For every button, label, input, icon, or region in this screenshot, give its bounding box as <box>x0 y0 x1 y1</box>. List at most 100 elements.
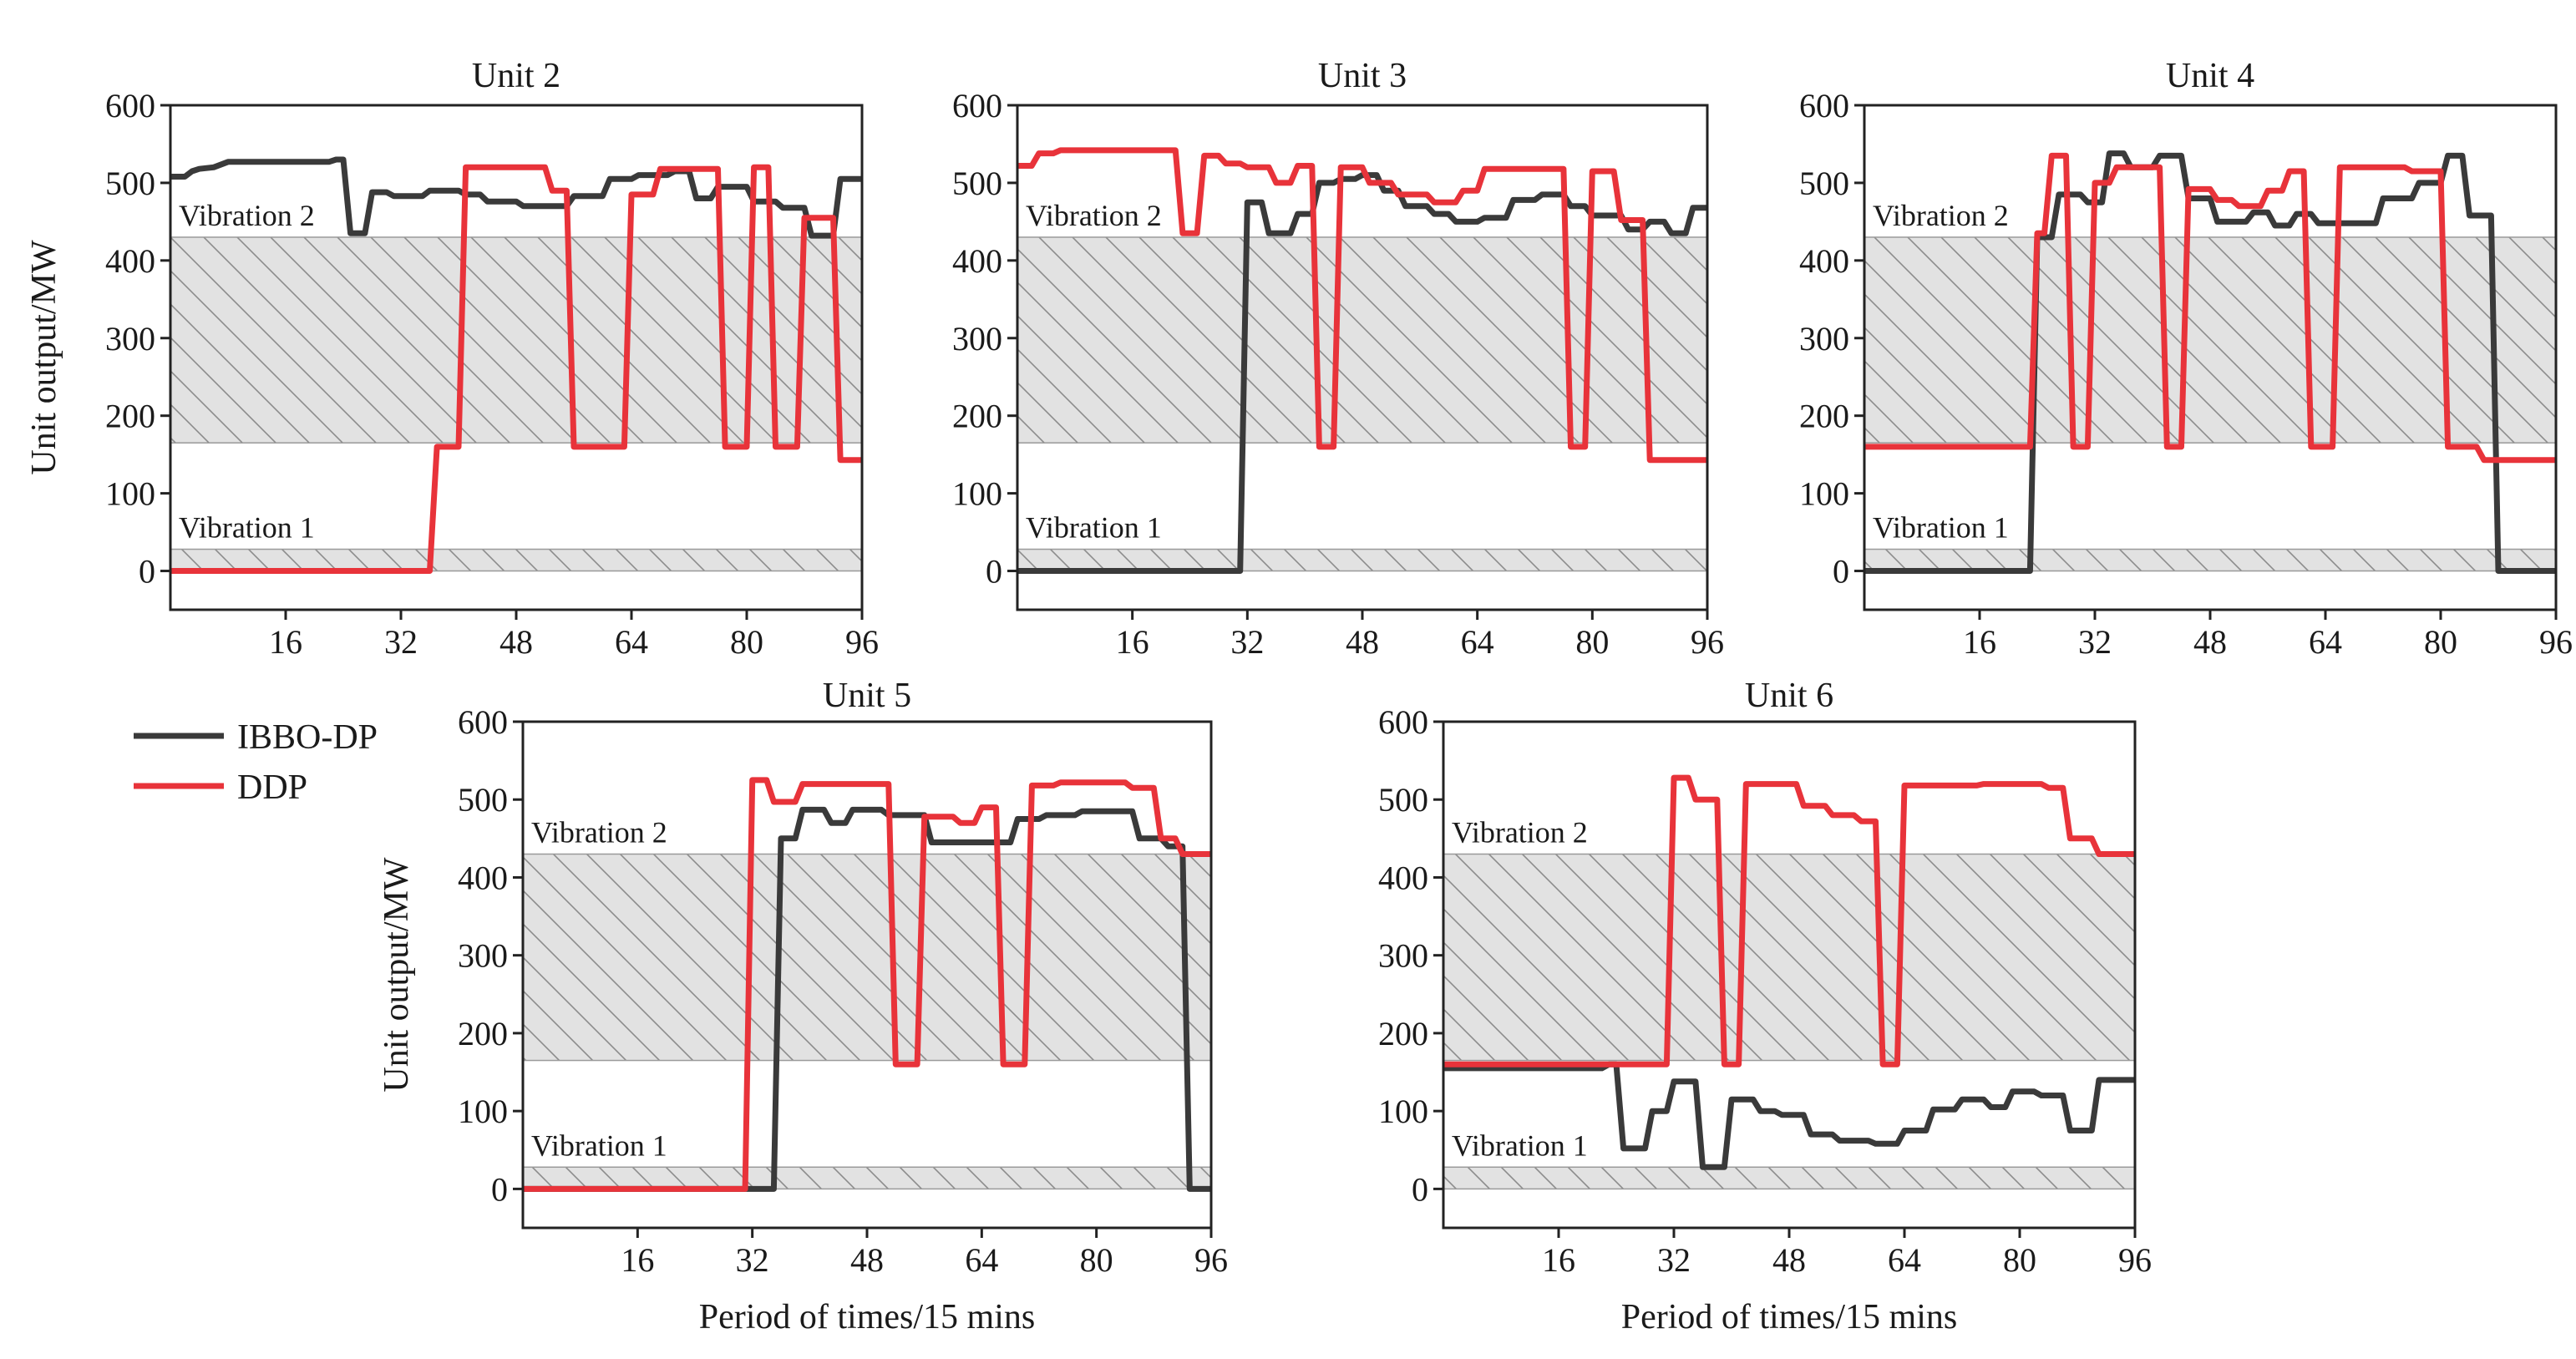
chart-title: Unit 2 <box>472 57 560 95</box>
y-tick-label: 300 <box>1378 937 1428 975</box>
series-line-ibbo-dp <box>1443 1061 2135 1170</box>
zone-label-1: Vibration 1 <box>1452 1128 1588 1162</box>
chart-panel-1: Vibration 1 Vibration 2 0 100 200 300 400 500 60… <box>25 57 879 661</box>
vibration-zone-2 <box>1443 853 2136 1062</box>
legend-label-ibbo-dp: IBBO-DP <box>237 718 378 757</box>
y-tick-label: 100 <box>1799 475 1849 513</box>
series-line-ibbo-dp <box>523 806 1211 1192</box>
y-tick-label: 500 <box>1378 781 1428 819</box>
x-tick-label: 80 <box>2424 623 2457 661</box>
x-axis-label: Period of times/15 mins <box>699 1298 1036 1336</box>
y-tick-label: 400 <box>458 859 508 896</box>
vibration-zone-2 <box>1864 236 2557 444</box>
x-tick-label: 80 <box>1080 1241 1113 1279</box>
y-tick-label: 600 <box>952 87 1002 124</box>
y-tick-label: 600 <box>458 703 508 741</box>
chart-title: Unit 6 <box>1745 677 1833 715</box>
series-line-ibbo-dp <box>1017 172 1707 574</box>
y-tick-label: 200 <box>1378 1015 1428 1052</box>
vibration-zone-1 <box>1864 548 2557 572</box>
x-tick-label: 96 <box>845 623 879 661</box>
x-tick-label: 32 <box>384 623 418 661</box>
y-tick-label: 300 <box>458 937 508 975</box>
chart-panel-4: Vibration 1 Vibration 2 0 100 200 300 400 500 60… <box>378 677 1228 1336</box>
x-axis-label: Period of times/15 mins <box>1621 1298 1958 1336</box>
y-tick-label: 500 <box>105 165 155 202</box>
x-tick-label: 96 <box>2118 1241 2152 1279</box>
x-tick-label: 96 <box>1194 1241 1228 1279</box>
y-tick-label: 100 <box>1378 1093 1428 1130</box>
vibration-zone-1 <box>170 548 863 572</box>
y-tick-label: 100 <box>952 475 1002 513</box>
vibration-zone-1 <box>1443 1166 2136 1190</box>
y-tick-label: 0 <box>1833 553 1849 591</box>
y-tick-label: 0 <box>491 1170 508 1208</box>
vibration-zone-2 <box>170 236 863 444</box>
y-tick-label: 400 <box>1799 242 1849 280</box>
x-tick-label: 32 <box>1657 1241 1691 1279</box>
x-tick-label: 64 <box>1888 1241 1921 1279</box>
zone-label-1: Vibration 1 <box>179 511 315 545</box>
x-tick-label: 96 <box>1691 623 1724 661</box>
x-tick-label: 80 <box>730 623 763 661</box>
x-tick-label: 48 <box>850 1241 884 1279</box>
y-tick-label: 300 <box>952 320 1002 357</box>
x-tick-label: 16 <box>621 1241 654 1279</box>
y-tick-label: 0 <box>139 553 155 591</box>
y-tick-label: 0 <box>1412 1170 1428 1208</box>
y-axis-label: Unit output/MW <box>378 857 416 1093</box>
chart-title: Unit 4 <box>2166 57 2254 95</box>
x-tick-label: 96 <box>2539 623 2573 661</box>
zone-label-1: Vibration 1 <box>531 1128 667 1162</box>
x-tick-label: 48 <box>499 623 533 661</box>
y-tick-label: 200 <box>105 398 155 435</box>
x-tick-label: 32 <box>736 1241 769 1279</box>
y-tick-label: 400 <box>952 242 1002 280</box>
y-tick-label: 500 <box>1799 165 1849 202</box>
y-tick-label: 0 <box>986 553 1002 591</box>
y-tick-label: 300 <box>1799 320 1849 357</box>
series-line-ddp <box>523 777 1211 1192</box>
series-line-ddp <box>1017 147 1707 464</box>
y-axis-label: Unit output/MW <box>25 240 63 475</box>
y-tick-label: 500 <box>458 781 508 819</box>
x-tick-label: 16 <box>1963 623 1996 661</box>
y-tick-label: 400 <box>105 242 155 280</box>
zone-label-2: Vibration 2 <box>1873 199 2009 232</box>
y-tick-label: 400 <box>1378 859 1428 896</box>
y-tick-label: 200 <box>952 398 1002 435</box>
x-tick-label: 48 <box>1346 623 1379 661</box>
series-line-ddp <box>170 164 862 574</box>
x-tick-label: 64 <box>965 1241 998 1279</box>
y-tick-label: 500 <box>952 165 1002 202</box>
vibration-zone-1 <box>522 1166 1212 1190</box>
x-tick-label: 80 <box>2003 1241 2036 1279</box>
zone-label-1: Vibration 1 <box>1873 511 2009 545</box>
zone-label-2: Vibration 2 <box>1452 815 1588 849</box>
zone-label-1: Vibration 1 <box>1026 511 1162 545</box>
chart-panel-5: Vibration 1 Vibration 2 0 100 200 300 400 500 60… <box>1378 677 2152 1336</box>
x-tick-label: 48 <box>1772 1241 1806 1279</box>
y-tick-label: 300 <box>105 320 155 357</box>
x-tick-label: 16 <box>1116 623 1149 661</box>
legend-label-ddp: DDP <box>237 768 307 807</box>
x-tick-label: 16 <box>269 623 302 661</box>
y-tick-label: 200 <box>458 1015 508 1052</box>
chart-panel-3: Vibration 1 Vibration 2 0 100 200 300 400 500 60… <box>1799 57 2573 661</box>
y-tick-label: 600 <box>1799 87 1849 124</box>
series-line-ddp <box>1443 774 2135 1067</box>
y-tick-label: 200 <box>1799 398 1849 435</box>
y-tick-label: 100 <box>458 1093 508 1130</box>
zone-label-2: Vibration 2 <box>531 815 667 849</box>
series-line-ddp <box>1864 152 2556 464</box>
y-tick-label: 600 <box>1378 703 1428 741</box>
chart-title: Unit 5 <box>823 677 911 715</box>
y-tick-label: 100 <box>105 475 155 513</box>
vibration-zone-2 <box>522 853 1212 1062</box>
x-tick-label: 64 <box>2309 623 2342 661</box>
x-tick-label: 32 <box>1230 623 1264 661</box>
x-tick-label: 80 <box>1575 623 1609 661</box>
y-tick-label: 600 <box>105 87 155 124</box>
zone-label-2: Vibration 2 <box>179 199 315 232</box>
